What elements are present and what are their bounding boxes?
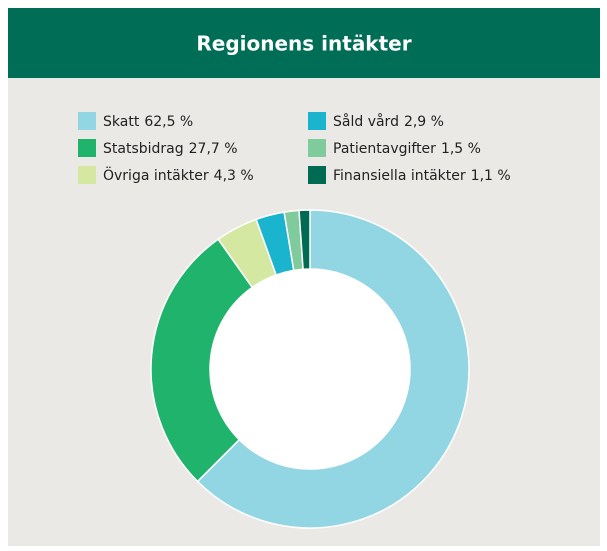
legend-value: 1,1 % (471, 168, 511, 184)
legend-swatch (308, 112, 326, 130)
donut-segment (150, 238, 254, 483)
legend-value: 62,5 % (144, 114, 193, 130)
donut-hole (210, 269, 410, 469)
legend-label: Patientavgifter 1,5 % (333, 141, 481, 157)
legend-label: Finansiella intäkter 1,1 % (333, 168, 511, 184)
header (8, 8, 600, 78)
legend-name: Patientavgifter (333, 141, 436, 157)
legend-swatch (78, 139, 96, 157)
legend-name: Statsbidrag (103, 141, 184, 157)
legend-value: 2,9 % (404, 114, 444, 130)
legend-name: Skatt (103, 114, 140, 130)
legend-swatch (78, 112, 96, 130)
legend-value: 4,3 % (214, 168, 254, 184)
legend-name: Finansiella intäkter (333, 168, 466, 184)
legend-value: 27,7 % (189, 141, 238, 157)
legend-swatch (308, 139, 326, 157)
legend-swatch (78, 166, 96, 184)
chart-title: Regionens intäkter (196, 32, 411, 56)
legend-name: Övriga intäkter (103, 166, 209, 184)
legend-label: Statsbidrag 27,7 % (103, 141, 238, 157)
legend-value: 1,5 % (441, 141, 481, 157)
legend-name: Såld vård (333, 113, 399, 130)
legend-label: Såld vård 2,9 % (333, 113, 444, 130)
legend-label: Övriga intäkter 4,3 % (103, 166, 254, 184)
legend-swatch (308, 166, 326, 184)
legend-label: Skatt 62,5 % (103, 114, 193, 130)
